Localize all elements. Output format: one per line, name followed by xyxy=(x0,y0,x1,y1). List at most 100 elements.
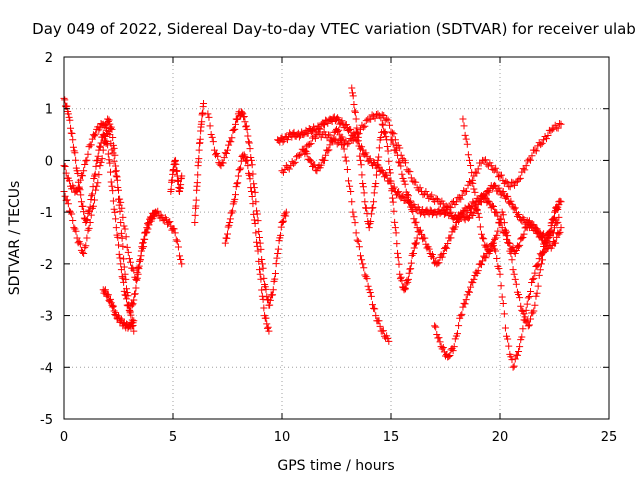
data-point xyxy=(390,130,398,138)
data-point xyxy=(372,179,380,187)
data-point xyxy=(407,265,415,273)
data-point xyxy=(338,117,346,125)
data-point xyxy=(117,260,125,268)
data-point xyxy=(279,138,287,146)
data-point xyxy=(497,282,505,290)
data-point xyxy=(126,258,134,266)
data-point xyxy=(263,324,271,332)
series-sat-f xyxy=(191,100,208,226)
data-point xyxy=(293,153,301,161)
data-point xyxy=(136,257,144,265)
data-point xyxy=(535,271,543,279)
data-point xyxy=(94,152,102,160)
data-point xyxy=(392,229,400,237)
data-point xyxy=(127,323,135,331)
data-point xyxy=(356,156,364,164)
y-tick-label: 2 xyxy=(45,51,53,66)
data-point xyxy=(516,174,524,182)
data-point xyxy=(229,200,237,208)
data-point xyxy=(458,191,466,199)
data-point xyxy=(479,257,487,265)
data-point xyxy=(506,183,514,191)
data-point xyxy=(555,230,563,238)
data-point xyxy=(534,142,542,150)
data-point xyxy=(110,205,118,213)
data-point xyxy=(467,162,475,170)
data-point xyxy=(298,145,306,153)
data-point xyxy=(356,152,364,160)
series-sat-b xyxy=(60,94,160,315)
data-point xyxy=(249,200,257,208)
data-point xyxy=(351,108,359,116)
data-point xyxy=(552,239,560,247)
data-point xyxy=(434,195,442,203)
data-point xyxy=(381,128,389,136)
data-point xyxy=(474,165,482,173)
data-point xyxy=(407,197,415,205)
data-point xyxy=(340,145,348,153)
data-point xyxy=(513,212,521,220)
data-point xyxy=(226,215,234,223)
data-point xyxy=(241,153,249,161)
data-point xyxy=(376,168,384,176)
data-point xyxy=(453,330,461,338)
data-point xyxy=(65,113,73,121)
data-point xyxy=(136,256,144,264)
data-point xyxy=(119,242,127,250)
data-point xyxy=(394,151,402,159)
data-point xyxy=(524,294,532,302)
data-point xyxy=(409,177,417,185)
data-point xyxy=(222,150,230,158)
data-point xyxy=(390,183,398,191)
data-point xyxy=(460,187,468,195)
data-point xyxy=(533,262,541,270)
data-point xyxy=(109,302,117,310)
data-point xyxy=(82,242,90,250)
data-point xyxy=(247,154,255,162)
data-point xyxy=(260,304,268,312)
data-point xyxy=(221,239,229,247)
data-point xyxy=(125,301,133,309)
data-point xyxy=(114,184,122,192)
data-point xyxy=(256,239,264,247)
data-point xyxy=(388,194,396,202)
data-point xyxy=(66,116,74,124)
data-point xyxy=(368,204,376,212)
data-point xyxy=(463,187,471,195)
data-point xyxy=(480,235,488,243)
data-point xyxy=(389,198,397,206)
data-point xyxy=(242,157,250,165)
data-point xyxy=(355,243,363,251)
data-point xyxy=(249,170,257,178)
data-point xyxy=(262,285,270,293)
data-point xyxy=(328,118,336,126)
data-point xyxy=(151,209,159,217)
data-point xyxy=(373,161,381,169)
data-point xyxy=(348,84,356,92)
x-tick-label: 15 xyxy=(383,430,400,445)
data-point xyxy=(142,229,150,237)
data-point xyxy=(97,158,105,166)
data-point xyxy=(157,211,165,219)
data-point xyxy=(197,123,205,131)
data-point xyxy=(343,125,351,133)
data-point xyxy=(353,236,361,244)
data-point xyxy=(345,139,353,147)
x-tick-label: 20 xyxy=(492,430,509,445)
data-point xyxy=(349,92,357,100)
data-point xyxy=(297,150,305,158)
data-point xyxy=(456,214,464,222)
y-tick-label: -5 xyxy=(40,413,53,428)
data-point xyxy=(354,237,362,245)
data-point xyxy=(406,168,414,176)
data-point xyxy=(337,135,345,143)
data-point xyxy=(172,236,180,244)
data-point xyxy=(101,137,109,145)
data-point xyxy=(399,155,407,163)
data-point xyxy=(335,126,343,134)
data-point xyxy=(372,312,380,320)
data-point xyxy=(119,274,127,282)
data-point xyxy=(545,231,553,239)
data-point xyxy=(510,270,518,278)
data-point xyxy=(195,155,203,163)
